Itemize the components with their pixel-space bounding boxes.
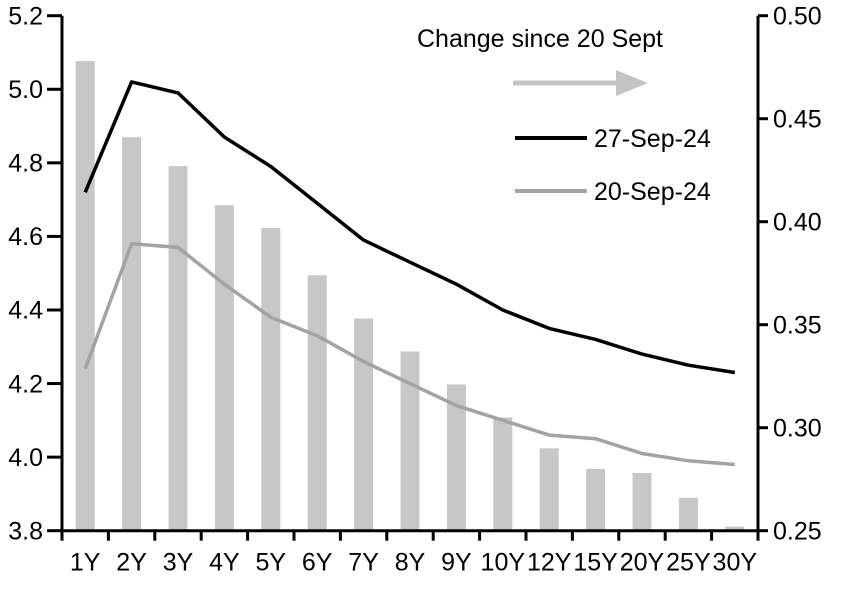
x-label-4Y: 4Y	[209, 549, 240, 577]
x-label-20Y: 20Y	[620, 549, 665, 577]
legend-label-20sep: 20-Sep-24	[594, 178, 711, 206]
right-tick-label: 0.45	[773, 105, 822, 133]
x-label-25Y: 25Y	[666, 549, 711, 577]
x-label-2Y: 2Y	[116, 549, 147, 577]
bar-change-20Y	[632, 473, 652, 531]
x-label-9Y: 9Y	[441, 549, 472, 577]
bar-change-15Y	[586, 468, 606, 531]
left-tick-label: 4.0	[8, 444, 43, 472]
bar-change-4Y	[214, 205, 234, 531]
bar-change-7Y	[354, 318, 374, 531]
chart-legend: Change since 20 Sept 27-Sep-24 20-Sep-24	[417, 25, 711, 206]
right-tick-label: 0.40	[773, 208, 822, 236]
left-tick-label: 4.6	[8, 223, 43, 251]
x-label-10Y: 10Y	[481, 549, 526, 577]
left-tick-label: 4.4	[8, 297, 43, 325]
bar-change-10Y	[493, 417, 513, 531]
x-label-3Y: 3Y	[163, 549, 194, 577]
bar-change-9Y	[446, 384, 466, 531]
x-label-30Y: 30Y	[713, 549, 758, 577]
bar-change-1Y	[75, 61, 95, 531]
bar-change-25Y	[678, 497, 698, 531]
x-label-6Y: 6Y	[302, 549, 333, 577]
x-label-8Y: 8Y	[395, 549, 426, 577]
bar-change-2Y	[122, 137, 142, 531]
right-tick-label: 0.25	[773, 517, 822, 545]
bar-change-30Y	[725, 526, 745, 531]
x-label-7Y: 7Y	[348, 549, 379, 577]
plot-area: 5.2 5.0 4.8 4.6 4.4 4.2 4.0 3.8 0.50 0.45 0.40 0.35…	[8, 2, 821, 576]
left-tick-label: 5.0	[8, 76, 43, 104]
right-arrow-icon	[513, 70, 648, 96]
x-label-5Y: 5Y	[256, 549, 287, 577]
right-tick-label: 0.35	[773, 311, 822, 339]
bar-change-5Y	[261, 227, 281, 531]
right-tick-label: 0.50	[773, 2, 822, 30]
left-tick-label: 3.8	[8, 517, 43, 545]
bar-change-3Y	[168, 166, 188, 531]
right-tick-label: 0.30	[773, 414, 822, 442]
legend-label-27sep: 27-Sep-24	[594, 125, 711, 153]
legend-title: Change since 20 Sept	[417, 25, 663, 53]
x-label-1Y: 1Y	[70, 549, 101, 577]
bar-change-8Y	[400, 351, 420, 531]
left-tick-label: 4.2	[8, 370, 43, 398]
left-tick-label: 4.8	[8, 150, 43, 178]
bar-change-12Y	[539, 448, 559, 531]
left-tick-label: 5.2	[8, 2, 43, 30]
x-label-15Y: 15Y	[573, 549, 618, 577]
x-label-12Y: 12Y	[527, 549, 572, 577]
bar-change-6Y	[307, 275, 327, 531]
line-27-Sep-24	[83, 80, 736, 375]
line-20-Sep-24	[83, 242, 735, 467]
